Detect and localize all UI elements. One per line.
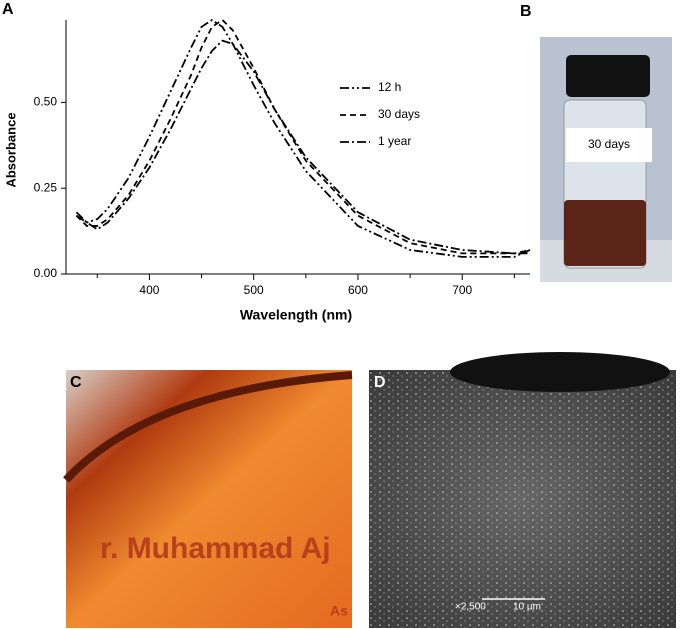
y-tick-label: 0.25 [34,180,58,194]
photo-d: ×2,500 10 µm D [369,352,676,628]
panel-label: A [2,1,14,18]
y-tick-label: 0.50 [34,95,58,109]
vial-label: 30 days [588,137,630,151]
series-line [75,18,531,258]
x-tick-label: 400 [139,283,159,297]
scale-bar-label: 10 µm [513,602,541,613]
x-axis-label: Wavelength (nm) [240,307,352,323]
photo-b: 30 days [540,37,672,282]
dish-text: As [330,603,348,619]
y-tick-label: 0.00 [34,266,58,280]
legend-label: 30 days [378,107,420,121]
panel-label: C [70,374,82,391]
legend-label: 1 year [378,134,411,148]
x-tick-label: 500 [244,283,264,297]
x-tick-label: 700 [452,283,472,297]
dish-text: r. Muhammad Aj [100,532,331,565]
legend-label: 12 h [378,80,401,94]
series-line [75,18,531,255]
photo-c: r. Muhammad Aj As C [63,370,353,628]
panel-label: B [520,3,532,20]
magnification: ×2,500 [455,602,486,613]
panel-label: D [374,374,386,391]
x-tick-label: 600 [348,283,368,297]
y-axis-label: Absorbance [3,112,18,187]
